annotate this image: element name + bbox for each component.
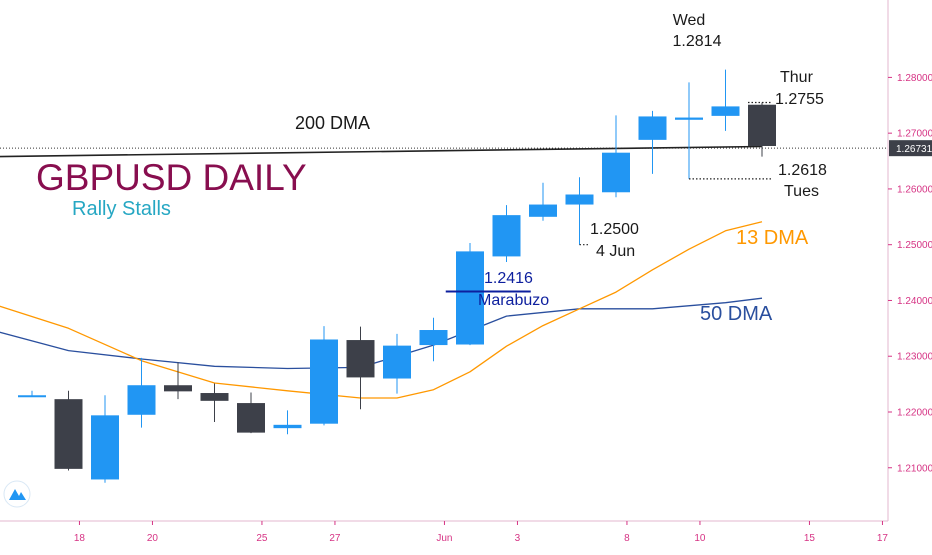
- current-price-label: 1.26731: [896, 144, 932, 155]
- candle-up: [273, 424, 302, 429]
- candle-up: [383, 345, 411, 379]
- chart-subtitle: Rally Stalls: [72, 198, 171, 220]
- candle-up: [492, 215, 521, 257]
- dma200-label: 200 DMA: [295, 113, 370, 133]
- candle-down: [237, 403, 265, 433]
- tues-day: Tues: [784, 183, 819, 200]
- tues-value: 1.2618: [778, 162, 827, 179]
- candle-down: [200, 393, 229, 401]
- y-tick-label: 1.25000: [897, 240, 932, 251]
- candle-down: [164, 385, 192, 392]
- x-tick-label: 15: [804, 533, 816, 544]
- x-tick-label: 17: [877, 533, 889, 544]
- candle-up: [456, 251, 484, 345]
- current-price-tag: [889, 140, 932, 157]
- y-tick-label: 1.24000: [897, 296, 932, 307]
- candle-down: [346, 340, 375, 378]
- x-tick-label: 20: [147, 533, 159, 544]
- dma200-line: [0, 145, 763, 158]
- y-tick-label: 1.28000: [897, 73, 932, 84]
- wed-day: Wed: [673, 12, 706, 29]
- y-tick-label: 1.23000: [897, 352, 932, 363]
- dma50-line: [0, 297, 763, 370]
- candle-up: [602, 152, 630, 193]
- candle-up: [638, 116, 667, 140]
- jun4-value: 1.2500: [590, 221, 639, 238]
- candle-up: [711, 106, 740, 116]
- thur-value: 1.2755: [775, 91, 824, 108]
- dma13-line: [0, 221, 763, 399]
- wed-value: 1.2814: [673, 33, 722, 50]
- y-tick-label: 1.21000: [897, 463, 932, 474]
- candle-up: [675, 117, 703, 120]
- x-tick-label: 18: [74, 533, 86, 544]
- candle-up: [127, 385, 156, 415]
- candle-up: [310, 339, 338, 424]
- x-tick-label: Jun: [436, 533, 452, 544]
- x-tick-label: 27: [329, 533, 341, 544]
- dma13-label: 13 DMA: [736, 227, 809, 249]
- candle-up: [529, 204, 557, 217]
- marabuzo-label: Marabuzo: [478, 292, 549, 309]
- x-tick-label: 3: [515, 533, 521, 544]
- candle-up: [565, 194, 594, 205]
- y-tick-label: 1.26000: [897, 184, 932, 195]
- platform-logo[interactable]: [3, 480, 31, 508]
- candle-down: [54, 399, 83, 469]
- dma50-label: 50 DMA: [700, 303, 773, 325]
- thur-day: Thur: [780, 69, 814, 86]
- x-tick-label: 10: [694, 533, 706, 544]
- candle-down: [748, 104, 776, 146]
- candle-up: [419, 330, 448, 346]
- chart-logo-icon: [9, 489, 26, 500]
- x-tick-label: 25: [256, 533, 268, 544]
- marabuzo-value: 1.2416: [484, 270, 533, 287]
- candles: [18, 69, 776, 483]
- y-tick-label: 1.27000: [897, 129, 932, 140]
- candle-up: [18, 395, 46, 398]
- jun4-date: 4 Jun: [596, 243, 635, 260]
- candle-up: [91, 415, 119, 480]
- chart-title: GBPUSD DAILY: [36, 157, 307, 198]
- x-tick-label: 8: [624, 533, 630, 544]
- y-tick-label: 1.22000: [897, 407, 932, 418]
